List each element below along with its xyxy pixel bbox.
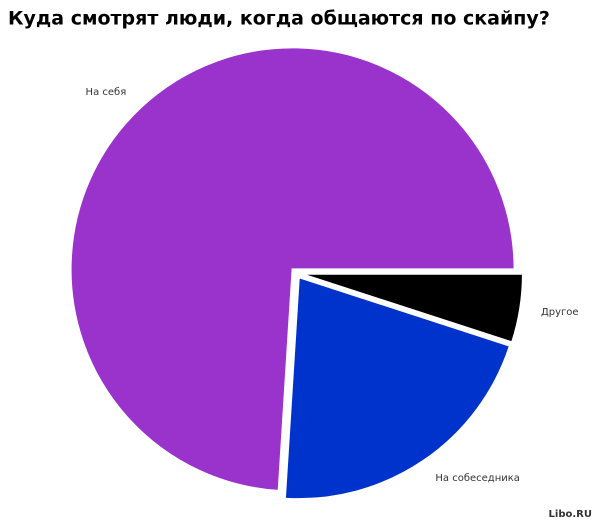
slice-label: На себя bbox=[86, 87, 127, 98]
pie-slice bbox=[69, 46, 516, 492]
slice-label: Другое bbox=[541, 307, 579, 318]
slice-label: На собеседника bbox=[435, 473, 520, 484]
pie-slice bbox=[283, 275, 512, 501]
pie-slice bbox=[300, 272, 524, 344]
chart-title: Куда смотрят люди, когда общаются по ска… bbox=[8, 8, 550, 30]
watermark: Libo.RU bbox=[549, 509, 592, 520]
